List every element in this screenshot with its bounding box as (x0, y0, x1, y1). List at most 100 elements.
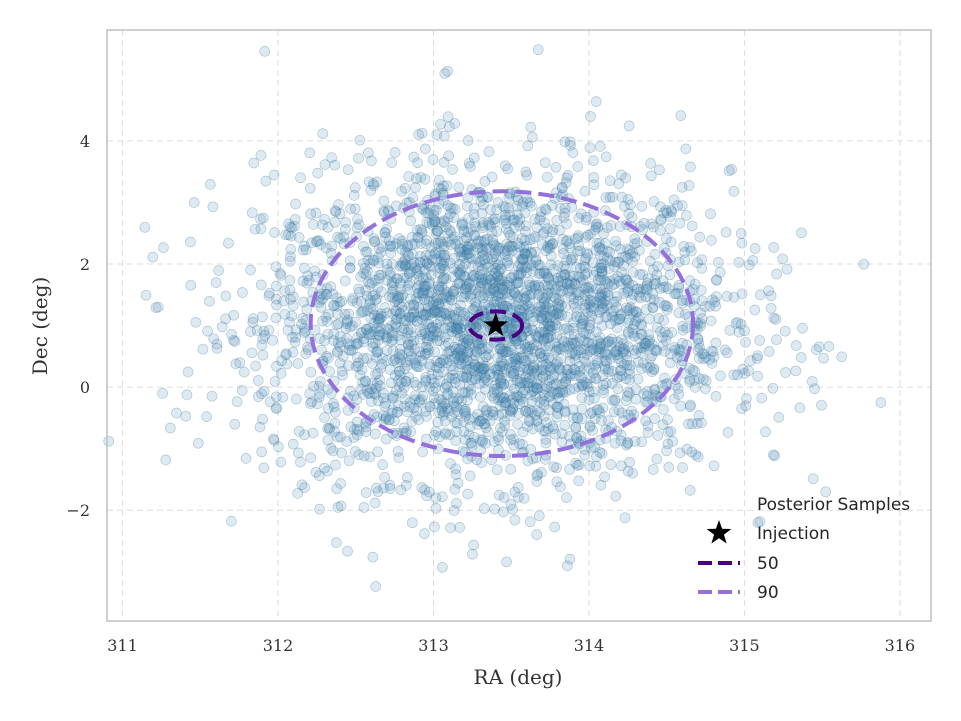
sample-point (485, 274, 496, 286)
y-tick-label: 2 (80, 255, 90, 274)
sample-point (487, 409, 499, 421)
sample-point (353, 283, 364, 295)
sample-point (245, 264, 256, 276)
sample-point (490, 241, 502, 252)
sample-point (660, 335, 672, 346)
sample-point (381, 258, 393, 270)
sample-point (475, 280, 487, 292)
sample-point (687, 364, 699, 376)
sample-point (366, 358, 378, 369)
sample-point (624, 368, 635, 380)
sample-point (459, 434, 471, 446)
sample-point (403, 260, 415, 271)
sample-point (524, 234, 536, 246)
sample-point (645, 170, 657, 182)
sample-point (432, 237, 444, 249)
sample-point (498, 378, 510, 390)
sample-point (502, 336, 514, 347)
sample-point (405, 293, 416, 305)
sample-point (471, 346, 483, 358)
sample-point (327, 445, 339, 457)
sample-point (736, 403, 747, 414)
sample-point (549, 521, 561, 533)
sample-point (675, 110, 687, 121)
sample-point (538, 399, 550, 411)
sample-point (613, 256, 625, 268)
sample-point (512, 482, 524, 493)
sample-point (402, 340, 414, 351)
sample-point (556, 309, 567, 321)
sample-point (393, 452, 405, 464)
sample-point (811, 344, 822, 355)
sample-point (402, 327, 414, 338)
sample-point (591, 451, 602, 463)
sample-point (627, 247, 638, 259)
sample-point (594, 271, 606, 283)
sample-point (373, 334, 384, 346)
sample-point (150, 302, 162, 313)
sample-point (637, 269, 649, 280)
sample-point (544, 235, 556, 247)
sample-point (344, 262, 356, 274)
sample-point (462, 135, 474, 146)
sample-point (487, 406, 499, 418)
sample-point (579, 302, 591, 314)
sample-point (505, 498, 517, 510)
sample-point (629, 233, 641, 245)
sample-point (460, 406, 472, 417)
sample-point (767, 382, 779, 394)
sample-point (643, 340, 655, 352)
sample-point (362, 254, 374, 266)
sample-point (618, 288, 630, 299)
sample-point (445, 322, 456, 333)
sample-point (432, 416, 444, 428)
sample-point (607, 305, 619, 317)
sample-point (419, 349, 431, 360)
sample-point (622, 409, 634, 421)
sample-point (497, 506, 509, 518)
sample-point (322, 434, 334, 446)
sample-point (343, 455, 355, 467)
sample-point (216, 321, 228, 333)
sample-point (590, 96, 602, 107)
sample-point (436, 274, 448, 286)
sample-point (441, 357, 453, 369)
sample-point (601, 222, 613, 233)
sample-point (488, 299, 500, 311)
sample-point (365, 185, 377, 196)
sample-point (299, 482, 310, 493)
sample-point (399, 182, 411, 194)
sample-point (448, 212, 460, 223)
sample-point (461, 364, 473, 375)
sample-point (290, 393, 302, 405)
sample-point (590, 373, 602, 385)
sample-point (547, 238, 559, 249)
sample-point (438, 241, 450, 252)
sample-point (522, 140, 534, 152)
sample-point (385, 377, 397, 389)
sample-point (520, 355, 532, 367)
sample-point (430, 492, 442, 504)
sample-point (528, 311, 540, 323)
sample-point (509, 214, 520, 226)
sample-point (469, 359, 480, 370)
sample-point (615, 364, 627, 376)
sample-point (599, 471, 610, 483)
sample-point (316, 344, 327, 356)
sample-point (511, 200, 523, 212)
sample-point (201, 411, 212, 422)
sample-point (458, 331, 470, 342)
sample-point (369, 289, 381, 301)
sample-point (624, 249, 636, 260)
sample-point (622, 465, 634, 477)
sample-point (790, 340, 802, 351)
sample-point (414, 251, 426, 262)
sample-point (139, 221, 151, 233)
sample-point (442, 65, 453, 77)
sample-point (501, 292, 513, 304)
sample-point (522, 421, 533, 432)
sample-point (377, 352, 388, 364)
sample-point (351, 222, 363, 233)
sample-point (644, 313, 656, 325)
sample-point (328, 398, 339, 409)
